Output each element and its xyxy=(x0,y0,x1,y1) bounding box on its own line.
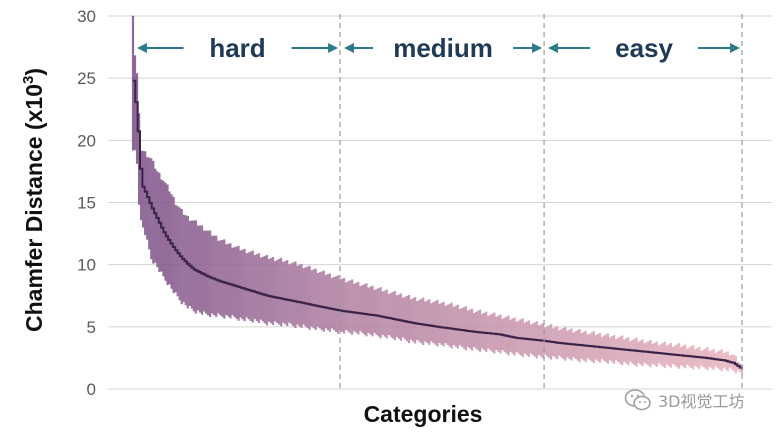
wechat-icon xyxy=(624,389,651,411)
watermark-text: 3D视觉工坊 xyxy=(658,392,745,411)
median-line xyxy=(133,79,743,370)
y-tick-label: 25 xyxy=(77,69,96,88)
y-tick-label: 20 xyxy=(77,131,96,150)
region-label-easy: easy xyxy=(615,33,673,63)
x-axis-title: Categories xyxy=(364,401,483,427)
error-band xyxy=(131,15,744,375)
region-annotations: hard medium easy xyxy=(137,33,740,63)
y-axis-title: Chamfer Distance (x103) xyxy=(20,68,47,332)
y-tick-label: 0 xyxy=(87,380,96,399)
y-tick-label: 10 xyxy=(77,256,96,275)
y-tick-label: 5 xyxy=(87,318,96,337)
region-label-hard: hard xyxy=(209,33,265,63)
y-ticks: 0 5 10 15 20 25 30 xyxy=(77,7,96,399)
region-label-medium: medium xyxy=(393,33,493,63)
y-axis-title-exponent: 3 xyxy=(20,76,37,84)
watermark: 3D视觉工坊 xyxy=(624,385,774,415)
y-tick-label: 15 xyxy=(77,194,96,213)
y-tick-label: 30 xyxy=(77,7,96,26)
